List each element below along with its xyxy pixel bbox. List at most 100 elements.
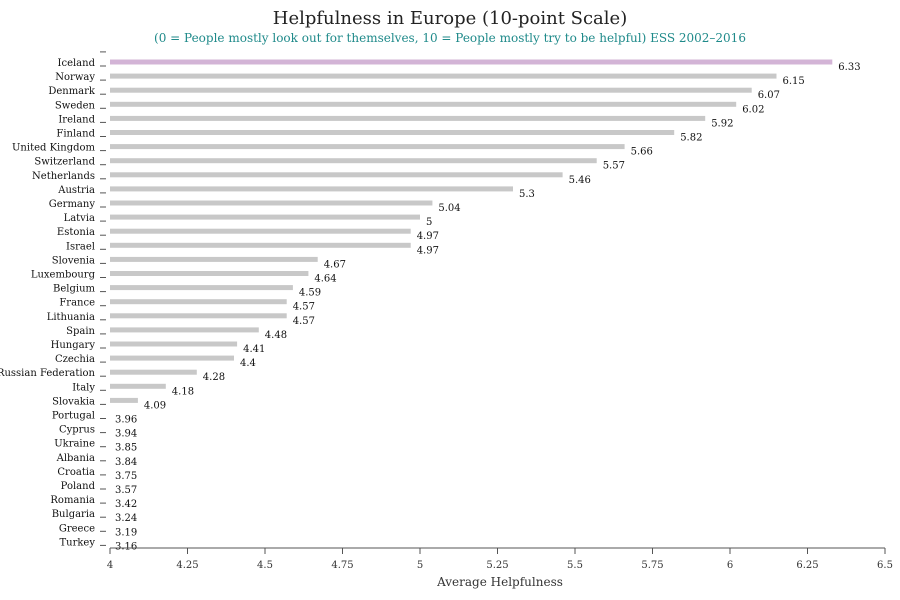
data-label: 5.04 bbox=[438, 203, 460, 214]
data-label: 4.57 bbox=[293, 316, 315, 327]
bar bbox=[110, 327, 259, 333]
bar bbox=[110, 355, 234, 361]
category-label: Italy bbox=[72, 382, 95, 393]
category-label: Latvia bbox=[64, 213, 95, 224]
data-label: 3.96 bbox=[115, 415, 137, 426]
bar bbox=[110, 158, 597, 164]
data-label: 4.67 bbox=[324, 259, 346, 270]
bar bbox=[110, 186, 513, 192]
data-label: 3.57 bbox=[115, 485, 137, 496]
category-label: Slovenia bbox=[52, 255, 95, 266]
data-label: 6.02 bbox=[742, 104, 764, 115]
x-tick-label: 6 bbox=[727, 560, 733, 571]
category-label: Finland bbox=[56, 129, 95, 140]
bar bbox=[110, 313, 287, 319]
x-tick-label: 5.75 bbox=[641, 560, 663, 571]
bar bbox=[110, 73, 777, 79]
data-label: 5.3 bbox=[519, 189, 535, 200]
category-label: Ukraine bbox=[54, 439, 95, 450]
bar bbox=[110, 115, 706, 121]
data-label: 3.85 bbox=[115, 443, 137, 454]
x-tick-label: 5.25 bbox=[486, 560, 508, 571]
x-axis-title: Average Helpfulness bbox=[436, 575, 563, 589]
data-label: 6.15 bbox=[783, 76, 805, 87]
data-label: 5 bbox=[426, 217, 432, 228]
category-label: Luxembourg bbox=[31, 270, 96, 281]
data-label: 4.09 bbox=[144, 400, 166, 411]
y-axis: Iceland Norway Denmark Sweden Ireland Finland… bbox=[0, 51, 106, 548]
data-label: 4.41 bbox=[243, 344, 265, 355]
bar bbox=[110, 383, 166, 389]
category-label: Russian Federation bbox=[0, 368, 96, 379]
data-label: 4.97 bbox=[417, 231, 439, 242]
category-label: Romania bbox=[50, 495, 95, 506]
category-label: Cyprus bbox=[59, 425, 95, 436]
data-label: 5.46 bbox=[569, 175, 591, 186]
category-label: Hungary bbox=[51, 340, 96, 351]
chart-subtitle: (0 = People mostly look out for themselv… bbox=[154, 31, 746, 45]
data-label: 6.33 bbox=[838, 62, 860, 73]
x-tick-label: 4.75 bbox=[331, 560, 353, 571]
bar bbox=[110, 397, 138, 403]
x-tick-label: 4.25 bbox=[176, 560, 198, 571]
category-label: United Kingdom bbox=[12, 143, 96, 154]
data-label: 4.4 bbox=[240, 358, 256, 369]
x-tick-label: 5.5 bbox=[567, 560, 583, 571]
data-label: 4.48 bbox=[265, 330, 287, 341]
x-tick-label: 5 bbox=[417, 560, 423, 571]
x-tick-label: 4 bbox=[107, 560, 113, 571]
category-label: Portugal bbox=[52, 411, 95, 422]
category-label: Austria bbox=[57, 185, 95, 196]
category-label: Bulgaria bbox=[52, 509, 95, 520]
category-label: Netherlands bbox=[32, 171, 95, 182]
bar bbox=[110, 228, 411, 234]
x-tick-label: 4.5 bbox=[257, 560, 273, 571]
bar bbox=[110, 341, 238, 347]
data-label: 4.97 bbox=[417, 245, 439, 256]
data-label: 3.16 bbox=[115, 541, 137, 552]
category-label: Czechia bbox=[55, 354, 95, 365]
bar bbox=[110, 285, 293, 291]
data-label: 6.07 bbox=[758, 90, 780, 101]
category-label: Greece bbox=[59, 523, 95, 534]
data-label: 3.84 bbox=[115, 457, 137, 468]
data-label: 3.24 bbox=[115, 513, 137, 524]
category-label: Croatia bbox=[57, 467, 95, 478]
bars-group: 6.33 6.156.07 6.02 5.92 5.82 5.66 5.57 5.46 5.3 5… bbox=[110, 59, 861, 552]
category-label: Iceland bbox=[58, 58, 96, 69]
category-label: Turkey bbox=[59, 537, 95, 548]
data-label: 4.64 bbox=[314, 274, 336, 285]
bar bbox=[110, 87, 752, 93]
data-label: 3.42 bbox=[115, 499, 137, 510]
x-axis: 4 4.25 4.5 4.75 5 5.25 5.5 5.75 6 6.25 6.5 bbox=[107, 547, 893, 571]
category-label: Albania bbox=[56, 453, 95, 464]
category-label: Switzerland bbox=[34, 157, 95, 168]
data-label: 4.57 bbox=[293, 302, 315, 313]
bar bbox=[110, 172, 563, 178]
category-label: France bbox=[59, 298, 95, 309]
bar bbox=[110, 130, 675, 135]
category-label: Slovakia bbox=[52, 396, 95, 407]
data-label: 3.94 bbox=[115, 429, 137, 440]
data-label: 4.59 bbox=[299, 288, 321, 299]
category-label: Lithuania bbox=[47, 312, 95, 323]
bar bbox=[110, 299, 287, 305]
bar bbox=[110, 101, 737, 107]
category-label: Israel bbox=[66, 241, 95, 252]
category-label: Ireland bbox=[58, 114, 95, 125]
data-label: 5.57 bbox=[603, 161, 625, 172]
data-label: 5.82 bbox=[680, 133, 702, 144]
bar bbox=[110, 256, 318, 262]
category-label: Spain bbox=[66, 326, 95, 337]
data-label: 4.18 bbox=[172, 386, 194, 397]
data-label: 5.66 bbox=[631, 147, 653, 158]
data-label: 3.19 bbox=[115, 527, 137, 538]
data-label: 4.28 bbox=[203, 372, 225, 383]
data-label: 5.92 bbox=[711, 118, 733, 129]
bar bbox=[110, 59, 833, 65]
x-tick-label: 6.25 bbox=[796, 560, 818, 571]
category-label: Germany bbox=[49, 199, 96, 210]
category-label: Sweden bbox=[55, 100, 96, 111]
